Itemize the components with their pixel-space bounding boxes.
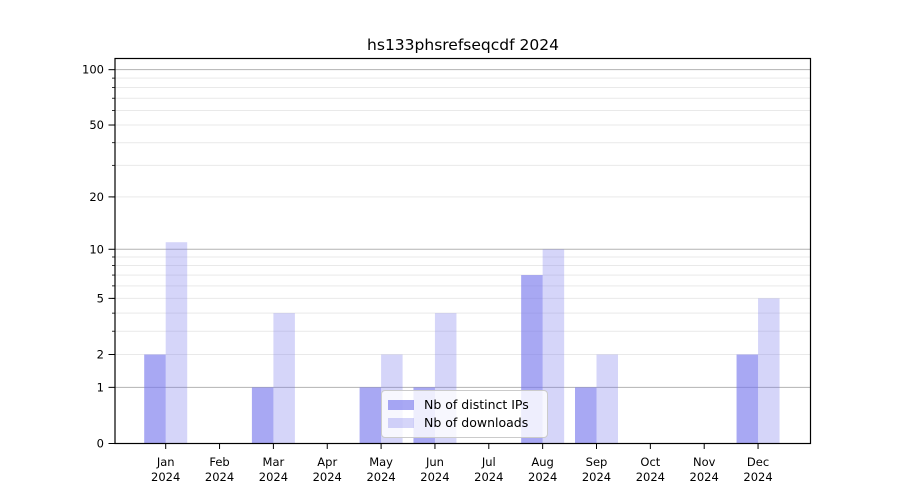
x-axis-tick-label-year-may: 2024 [366,470,395,484]
bar-distinct-ips-jan [144,354,166,444]
x-axis-tick-label-month-apr: Apr [317,455,337,469]
legend-row-downloads: Nb of downloads [388,414,547,430]
x-axis-tick-label-month-jul: Jul [481,455,496,469]
y-axis-tick-label-1: 1 [97,380,104,394]
x-axis-tick-label-month-aug: Aug [531,455,553,469]
bar-distinct-ips-dec [736,354,759,444]
y-axis-tick-label-50: 50 [89,118,104,132]
x-axis-tick-label-month-jun: Jun [425,455,444,469]
chart-title: hs133phsrefseqcdf 2024 [367,36,559,54]
bar-distinct-ips-mar [251,387,274,444]
x-axis-tick-label-year-nov: 2024 [690,470,719,484]
x-axis-tick-label-year-jul: 2024 [474,470,503,484]
y-axis-tick-label-20: 20 [89,190,104,204]
legend: Nb of distinct IPs Nb of downloads [381,390,548,438]
x-axis-tick-label-year-jan: 2024 [151,470,180,484]
legend-row-distinct-ips: Nb of distinct IPs [388,397,547,412]
x-axis-tick-label-year-feb: 2024 [205,470,234,484]
plot-border [114,57,812,445]
bar-distinct-ips-may [359,387,382,444]
x-axis-tick-label-year-aug: 2024 [528,470,557,484]
y-axis-tick-label-2: 2 [97,348,104,362]
x-axis-tick-label-year-apr: 2024 [313,470,342,484]
y-axis-tick-label-100: 100 [82,63,104,77]
y-axis-tick-label-0: 0 [97,437,104,451]
x-axis-tick-label-month-oct: Oct [640,455,660,469]
bar-downloads-jan [165,242,188,444]
x-axis-tick-label-month-nov: Nov [693,455,716,469]
x-axis-tick-label-month-mar: Mar [263,455,285,469]
bar-downloads-dec [758,298,780,444]
x-axis-tick-label-month-may: May [369,455,393,469]
x-axis-tick-label-month-jan: Jan [156,455,175,469]
bar-downloads-aug [542,249,565,444]
x-axis-tick-label-month-dec: Dec [747,455,769,469]
x-axis-tick-label-year-mar: 2024 [259,470,288,484]
legend-label-downloads: Nb of downloads [424,414,529,430]
x-axis-tick-label-year-oct: 2024 [636,470,665,484]
bar-downloads-sep [596,354,618,444]
x-axis-tick-label-month-sep: Sep [586,455,608,469]
legend-label-distinct-ips: Nb of distinct IPs [424,397,529,412]
x-axis-tick-label-year-dec: 2024 [743,470,772,484]
y-axis-tick-label-5: 5 [97,291,104,305]
legend-swatch-distinct-ips [388,400,414,411]
legend-swatch-downloads [388,417,414,428]
bar-downloads-mar [273,313,295,444]
y-axis-tick-label-10: 10 [89,242,104,256]
x-axis-tick-label-month-feb: Feb [209,455,229,469]
x-axis-tick-label-year-sep: 2024 [582,470,611,484]
bar-distinct-ips-sep [575,387,597,444]
x-axis-tick-label-year-jun: 2024 [420,470,449,484]
